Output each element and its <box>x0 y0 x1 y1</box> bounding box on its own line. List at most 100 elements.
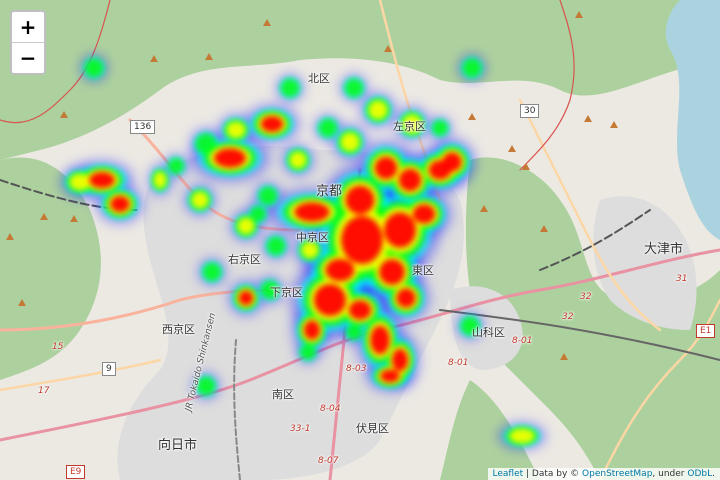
heat-spot <box>238 290 254 306</box>
heat-band-4 <box>89 116 462 383</box>
road-primary-2 <box>518 98 662 332</box>
heat-spot <box>374 156 398 180</box>
heat-spot <box>460 316 480 336</box>
road-primary-1 <box>0 358 162 392</box>
route-8-01a: 8-01 <box>448 358 469 368</box>
label-minami-ku: 南区 <box>272 388 294 401</box>
rail-shinkansen <box>233 339 241 480</box>
heat-spot <box>266 236 286 256</box>
heat-spot <box>260 116 284 132</box>
attribution-under: , under <box>652 469 688 479</box>
attribution-separator: | Data by © <box>523 469 583 479</box>
heat-spot <box>370 325 390 355</box>
road-primary-4 <box>598 298 720 480</box>
heat-spot <box>340 132 360 152</box>
heat-spot <box>392 348 408 372</box>
attribution: Leaflet | Data by © OpenStreetMap, under… <box>487 468 720 480</box>
heat-spot <box>509 428 535 444</box>
heat-spot <box>195 133 217 155</box>
leaflet-link[interactable]: Leaflet <box>492 469 524 479</box>
heat-spot <box>294 202 330 222</box>
label-nakagyo-ku: 中京区 <box>296 231 329 244</box>
route-8-03: 8-03 <box>346 364 367 374</box>
heat-spot <box>168 158 184 174</box>
shield-9: 9 <box>102 362 116 376</box>
heat-spot <box>304 320 320 340</box>
heat-spot <box>300 344 316 360</box>
heat-spot <box>368 100 388 120</box>
heat-spot <box>346 324 362 340</box>
rail-dashed-west <box>0 179 141 211</box>
heat-spot <box>69 173 91 191</box>
heat-spot <box>384 212 416 248</box>
heat-spot <box>432 120 448 136</box>
heat-spot <box>258 186 278 206</box>
lake-biwa <box>665 0 720 240</box>
heat-spot <box>344 78 364 98</box>
forest-east <box>465 157 720 480</box>
route-15: 15 <box>52 342 64 352</box>
heat-spot <box>153 171 167 189</box>
route-8-04: 8-04 <box>320 404 341 414</box>
odbl-link[interactable]: ODbL <box>687 469 713 479</box>
rail-dashed-east <box>539 209 651 271</box>
heat-spot <box>341 216 383 264</box>
shield-e1: E1 <box>696 324 716 338</box>
label-higashiyama: 東区 <box>412 264 434 277</box>
heat-spot <box>237 217 255 235</box>
label-muko-shi: 向日市 <box>158 438 198 453</box>
forest-southeast <box>440 380 540 480</box>
heat-spot <box>318 118 338 138</box>
route-17: 17 <box>38 386 50 396</box>
label-ukyo-ku: 右京区 <box>228 253 261 266</box>
heat-spot <box>348 300 372 320</box>
heat-spot <box>442 152 462 172</box>
heat-spot <box>301 241 319 259</box>
label-nishikyo-ku: 西京区 <box>162 323 195 336</box>
zoom-in-button[interactable]: + <box>19 15 37 39</box>
heat-spot <box>462 58 482 78</box>
heat-spot <box>260 280 280 300</box>
shield-136: 136 <box>130 120 156 134</box>
heat-spot <box>379 259 405 285</box>
label-shimogyo-ku: 下京区 <box>270 286 303 299</box>
heat-spot <box>196 376 216 396</box>
forest-north <box>0 0 720 160</box>
label-kita-ku: 北区 <box>308 72 330 85</box>
attribution-end: . <box>712 469 715 479</box>
route-8-07: 8-07 <box>318 456 339 466</box>
heat-spot <box>412 204 436 224</box>
route-31: 31 <box>676 274 688 284</box>
route-33-1: 33-1 <box>290 424 311 434</box>
heat-spot <box>214 148 246 168</box>
heat-spot <box>110 196 130 212</box>
heat-spot <box>314 284 346 316</box>
zoom-out-button[interactable]: − <box>12 42 44 73</box>
heat-spot <box>380 369 400 383</box>
heat-spot <box>191 191 209 209</box>
heat-spot <box>89 172 115 188</box>
road-red-winding <box>0 0 111 124</box>
label-fushimi-ku: 伏見区 <box>356 422 389 435</box>
label-yamashina-ku: 山科区 <box>472 326 505 339</box>
road-red-east <box>519 0 575 171</box>
openstreetmap-link[interactable]: OpenStreetMap <box>582 469 653 479</box>
heat-spot <box>398 168 422 192</box>
route-8-01b: 8-01 <box>512 336 533 346</box>
zoom-control: + − <box>10 10 46 75</box>
heat-spot <box>345 185 375 215</box>
route-32b: 32 <box>562 312 574 322</box>
heat-spot <box>250 206 266 222</box>
label-sakyo-ku: 左京区 <box>393 120 426 133</box>
heat-spot <box>289 151 307 169</box>
label-otsu-shi: 大津市 <box>644 242 684 257</box>
heat-spot <box>202 262 222 282</box>
label-kyoto: 京都 <box>316 184 343 199</box>
heat-spot <box>402 114 422 134</box>
shield-30: 30 <box>520 104 540 118</box>
heat-spot <box>84 58 104 78</box>
route-32a: 32 <box>580 292 592 302</box>
shield-e9: E9 <box>66 465 86 479</box>
